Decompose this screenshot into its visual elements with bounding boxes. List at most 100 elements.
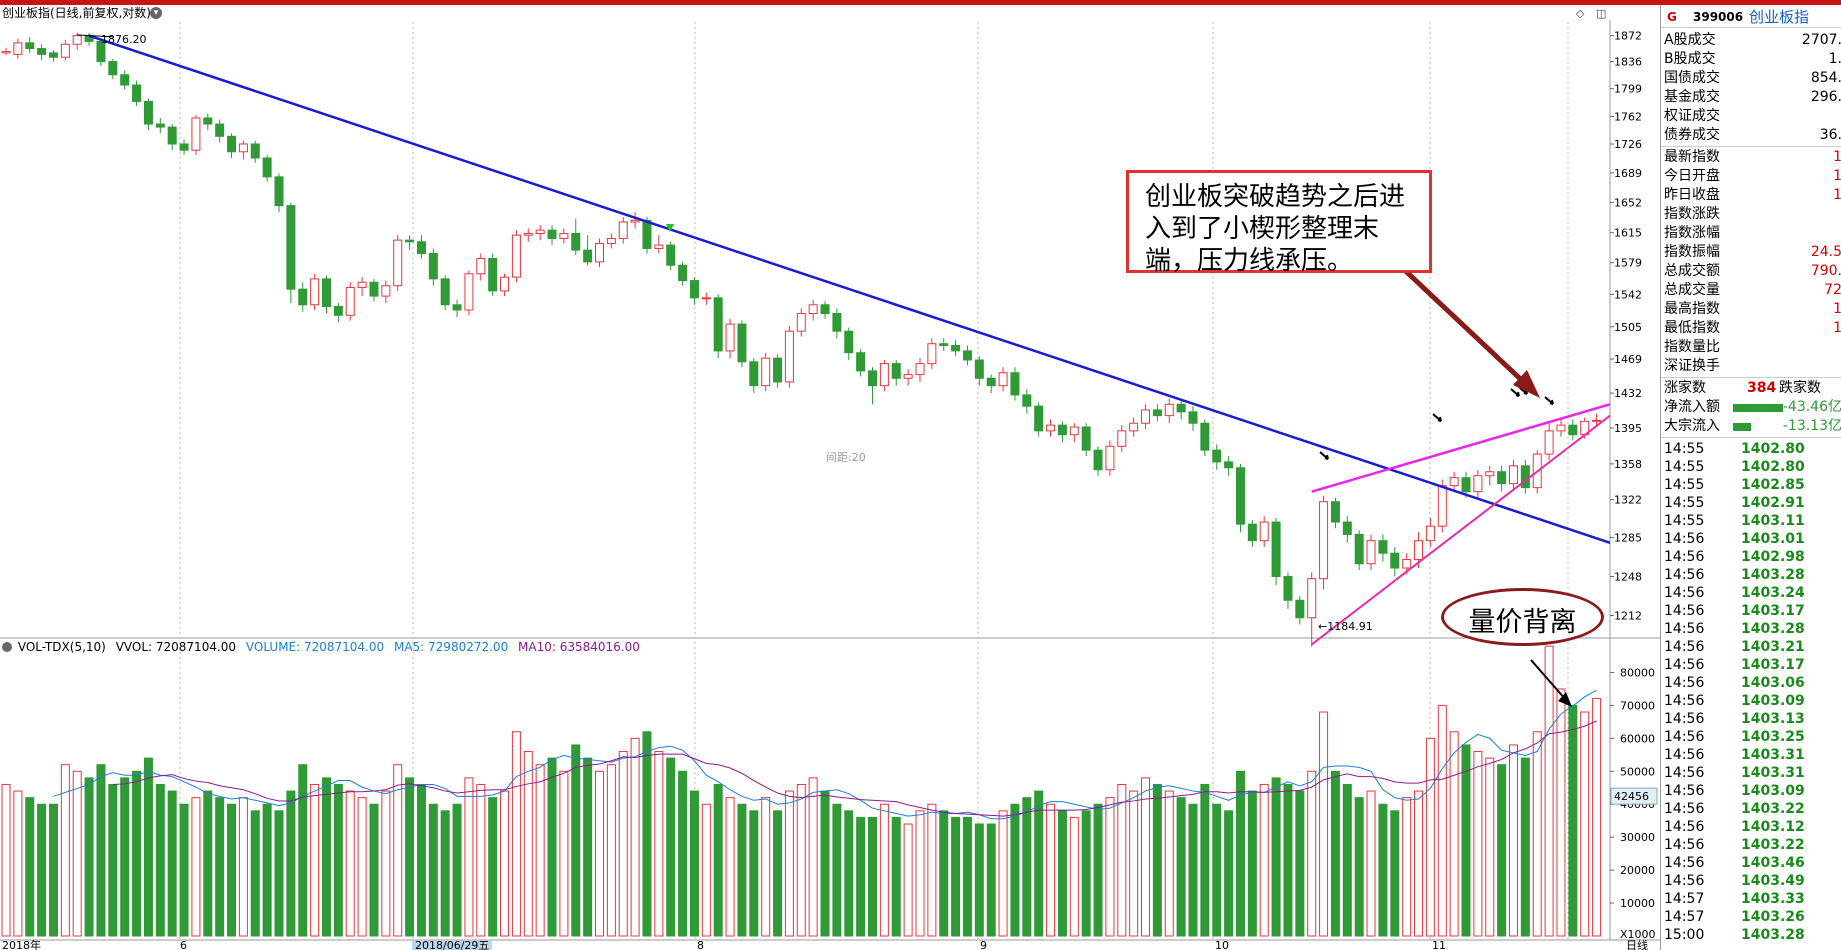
chart-title[interactable]: 创业板指(日线,前复权,对数) — [2, 6, 151, 20]
stat-value: 296. — [1810, 89, 1841, 105]
candle-body — [1259, 521, 1269, 542]
volume-bar — [1212, 803, 1222, 937]
candle-body — [1069, 426, 1079, 436]
volume-bar — [452, 803, 462, 937]
tick-row[interactable]: 14:56 1403.24 — [1661, 584, 1841, 602]
price-axis-label: 1248 — [1614, 571, 1642, 584]
tick-row[interactable]: 14:55 1402.91 — [1661, 494, 1841, 512]
candle-body — [120, 74, 130, 86]
volume-bar — [606, 764, 616, 937]
tick-row[interactable]: 14:56 1403.13 — [1661, 710, 1841, 728]
candle-body — [1307, 578, 1317, 619]
volume-bar — [1532, 731, 1542, 937]
candle-body — [1568, 424, 1578, 436]
tick-row[interactable]: 14:56 1403.06 — [1661, 674, 1841, 692]
chevron-down-icon[interactable]: ▾ — [150, 7, 162, 19]
tick-time: 14:56 — [1664, 783, 1705, 799]
candle-body — [1544, 430, 1554, 455]
tick-row[interactable]: 14:55 1402.85 — [1661, 476, 1841, 494]
tick-time: 14:57 — [1664, 891, 1705, 907]
candle-body — [25, 42, 35, 50]
volume-bar — [951, 816, 961, 937]
candle-body — [1224, 461, 1234, 469]
stat-row: 总成交额 790. — [1661, 262, 1841, 281]
volume-bar — [416, 783, 426, 937]
tick-price: 1402.91 — [1741, 495, 1805, 511]
indicator-menu-icon[interactable] — [2, 642, 12, 652]
volume-bar — [1057, 810, 1067, 937]
vol-indicator-name[interactable]: VOL-TDX(5,10) — [17, 640, 106, 654]
volume-bar — [1473, 751, 1483, 937]
volume-bar — [1247, 790, 1257, 937]
tick-price: 1403.06 — [1741, 675, 1805, 691]
tick-row[interactable]: 14:56 1403.31 — [1661, 764, 1841, 782]
tick-row[interactable]: 14:56 1403.46 — [1661, 854, 1841, 872]
tick-row[interactable]: 14:56 1403.28 — [1661, 620, 1841, 638]
stat-value: 1 — [1833, 320, 1841, 336]
tick-row[interactable]: 14:56 1403.21 — [1661, 638, 1841, 656]
stat-label: 昨日收盘 — [1664, 187, 1720, 203]
tick-row[interactable]: 14:56 1403.28 — [1661, 566, 1841, 584]
volume-bar — [428, 803, 438, 937]
volume-bar — [1378, 803, 1388, 937]
flow-value: -43.46亿 — [1782, 399, 1841, 415]
volume-bar — [393, 764, 403, 937]
tick-row[interactable]: 15:00 1403.28 — [1661, 926, 1841, 944]
volume-bar — [250, 810, 260, 937]
volume-bar — [500, 790, 510, 937]
candle-body — [1152, 409, 1162, 417]
restore-icon[interactable]: ◇ — [1576, 7, 1585, 20]
volume-bar — [1081, 810, 1091, 937]
ma10-value: MA10: 63584016.00 — [518, 640, 640, 654]
tick-row[interactable]: 14:56 1403.17 — [1661, 602, 1841, 620]
tick-row[interactable]: 14:56 1403.49 — [1661, 872, 1841, 890]
volume-bar — [155, 783, 165, 937]
wedge-lower-line — [1311, 414, 1611, 646]
tick-price: 1403.09 — [1741, 693, 1805, 709]
stat-value: 1 — [1833, 168, 1841, 184]
candle-body — [1485, 471, 1495, 477]
volume-bar — [511, 731, 521, 937]
volume-bar — [274, 810, 284, 937]
tick-row[interactable]: 14:56 1403.31 — [1661, 746, 1841, 764]
date-axis-label: 9 — [980, 939, 987, 950]
tick-row[interactable]: 14:56 1403.09 — [1661, 782, 1841, 800]
tick-row[interactable]: 14:56 1403.22 — [1661, 836, 1841, 854]
tick-time: 14:56 — [1664, 765, 1705, 781]
stat-row: 基金成交 296. — [1661, 88, 1841, 107]
tick-row[interactable]: 14:57 1403.26 — [1661, 908, 1841, 926]
small-arrow-icon — [1432, 413, 1442, 422]
volume-bar — [1402, 797, 1412, 937]
tick-row[interactable]: 14:57 1403.33 — [1661, 890, 1841, 908]
tick-price: 1403.22 — [1741, 837, 1805, 853]
volume-bar — [678, 770, 688, 937]
tick-price: 1403.09 — [1741, 783, 1805, 799]
tick-price: 1403.49 — [1741, 873, 1805, 889]
flow-bar — [1733, 423, 1751, 431]
price-axis-label: 1615 — [1614, 227, 1642, 240]
ma5-value: MA5: 72980272.00 — [393, 640, 509, 654]
flow-label: 净流入额 — [1664, 399, 1720, 415]
tick-price: 1403.25 — [1741, 729, 1805, 745]
tick-row[interactable]: 14:56 1403.25 — [1661, 728, 1841, 746]
volume-bar — [844, 810, 854, 937]
tick-row[interactable]: 14:56 1403.22 — [1661, 800, 1841, 818]
layout-icon[interactable]: ◫ — [1596, 7, 1607, 20]
group-badge[interactable]: G — [1667, 10, 1677, 24]
tick-row[interactable]: 14:56 1403.01 — [1661, 530, 1841, 548]
small-arrow-icon — [1510, 388, 1520, 397]
tick-row[interactable]: 14:56 1402.98 — [1661, 548, 1841, 566]
stat-label: 最低指数 — [1664, 320, 1720, 336]
tick-row[interactable]: 14:55 1402.80 — [1661, 440, 1841, 458]
tick-time: 14:56 — [1664, 729, 1705, 745]
tick-row[interactable]: 14:56 1403.09 — [1661, 692, 1841, 710]
kline-chart[interactable]: 1872 1836 1799 1762 1726 1689 1652 1615 1579 1542… — [0, 0, 1660, 950]
candle-body — [203, 117, 213, 125]
tick-row[interactable]: 14:56 1403.17 — [1661, 656, 1841, 674]
tick-row[interactable]: 14:55 1402.80 — [1661, 458, 1841, 476]
tick-row[interactable]: 14:56 1403.12 — [1661, 818, 1841, 836]
volume-bar — [1592, 698, 1602, 937]
min-price-label: ←1184.91 — [1318, 620, 1373, 633]
tick-row[interactable]: 14:55 1403.11 — [1661, 512, 1841, 530]
